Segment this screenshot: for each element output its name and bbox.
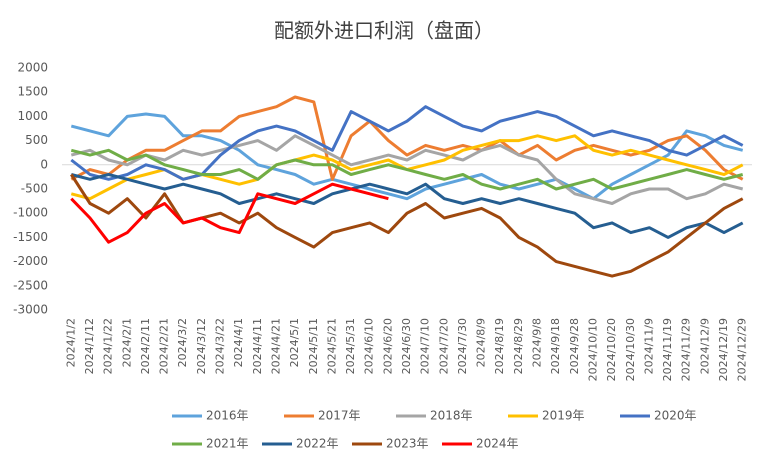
x-tick-label: 2024/8/19 — [493, 318, 506, 374]
x-tick-label: 2024/12/9 — [698, 318, 711, 374]
x-tick-label: 2024/4/1 — [232, 318, 245, 367]
x-tick-label: 2024/11/29 — [680, 318, 693, 381]
x-tick-label: 2024/7/30 — [456, 318, 469, 374]
series-line — [70, 182, 389, 244]
x-tick-label: 2024/4/21 — [269, 318, 282, 374]
legend-label: 2024年 — [476, 437, 519, 451]
x-tick-label: 2024/11/9 — [642, 318, 655, 374]
x-tick-label: 2024/10/20 — [605, 318, 618, 381]
series-line — [70, 95, 744, 181]
legend-label: 2022年 — [296, 437, 339, 451]
x-tick-label: 2024/8/29 — [512, 318, 525, 374]
series-line — [70, 148, 744, 191]
x-tick-label: 2024/10/30 — [624, 318, 637, 381]
x-tick-label: 2024/9/8 — [531, 318, 544, 367]
y-tick-label: 2000 — [17, 61, 48, 75]
x-tick-label: 2024/2/1 — [120, 318, 133, 367]
x-tick-label: 2024/8/9 — [475, 318, 488, 367]
x-tick-label: 2024/3/22 — [214, 318, 227, 374]
y-tick-label: -2000 — [13, 254, 48, 268]
x-tick-label: 2024/12/29 — [736, 318, 749, 381]
legend-label: 2018年 — [430, 409, 473, 423]
x-tick-label: 2024/4/11 — [251, 318, 264, 374]
x-tick-label: 2024/9/28 — [568, 318, 581, 374]
x-tick-label: 2024/2/21 — [158, 318, 171, 374]
y-tick-label: 1500 — [17, 85, 48, 99]
x-tick-label: 2024/5/31 — [344, 318, 357, 374]
legend-label: 2017年 — [318, 409, 361, 423]
series-line — [70, 173, 744, 239]
legend-label: 2020年 — [654, 409, 697, 423]
x-tick-label: 2024/6/10 — [363, 318, 376, 374]
x-tick-label: 2024/7/10 — [419, 318, 432, 374]
y-tick-label: 0 — [40, 157, 48, 171]
y-tick-label: -1000 — [13, 206, 48, 220]
x-tick-label: 2024/12/19 — [717, 318, 730, 381]
chart-title: 配额外进口利润（盘面） — [274, 19, 494, 43]
y-tick-label: -3000 — [13, 303, 48, 317]
x-tick-label: 2024/6/30 — [400, 318, 413, 374]
x-tick-label: 2024/1/2 — [64, 318, 77, 367]
x-tick-label: 2024/1/12 — [83, 318, 96, 374]
legend-label: 2023年 — [386, 437, 429, 451]
x-tick-label: 2024/7/20 — [437, 318, 450, 374]
x-tick-label: 2024/5/1 — [288, 318, 301, 367]
x-tick-label: 2024/1/22 — [102, 318, 115, 374]
y-tick-label: -2500 — [13, 278, 48, 292]
x-tick-label: 2024/9/18 — [549, 318, 562, 374]
y-tick-label: 1000 — [17, 109, 48, 123]
x-tick-label: 2024/6/20 — [381, 318, 394, 374]
x-tick-label: 2024/11/19 — [661, 318, 674, 381]
x-tick-label: 2024/5/21 — [325, 318, 338, 374]
legend-label: 2021年 — [206, 437, 249, 451]
series-line — [70, 112, 744, 201]
series-line — [70, 105, 744, 181]
y-tick-label: 500 — [25, 133, 48, 147]
y-tick-label: -1500 — [13, 230, 48, 244]
x-tick-label: 2024/5/11 — [307, 318, 320, 374]
x-tick-label: 2024/3/2 — [176, 318, 189, 367]
legend-label: 2019年 — [542, 409, 585, 423]
legend-label: 2016年 — [206, 409, 249, 423]
x-tick-label: 2024/3/12 — [195, 318, 208, 374]
series-line — [70, 134, 744, 205]
x-tick-label: 2024/2/11 — [139, 318, 152, 374]
x-tick-label: 2024/10/10 — [586, 318, 599, 381]
y-tick-label: -500 — [21, 182, 48, 196]
